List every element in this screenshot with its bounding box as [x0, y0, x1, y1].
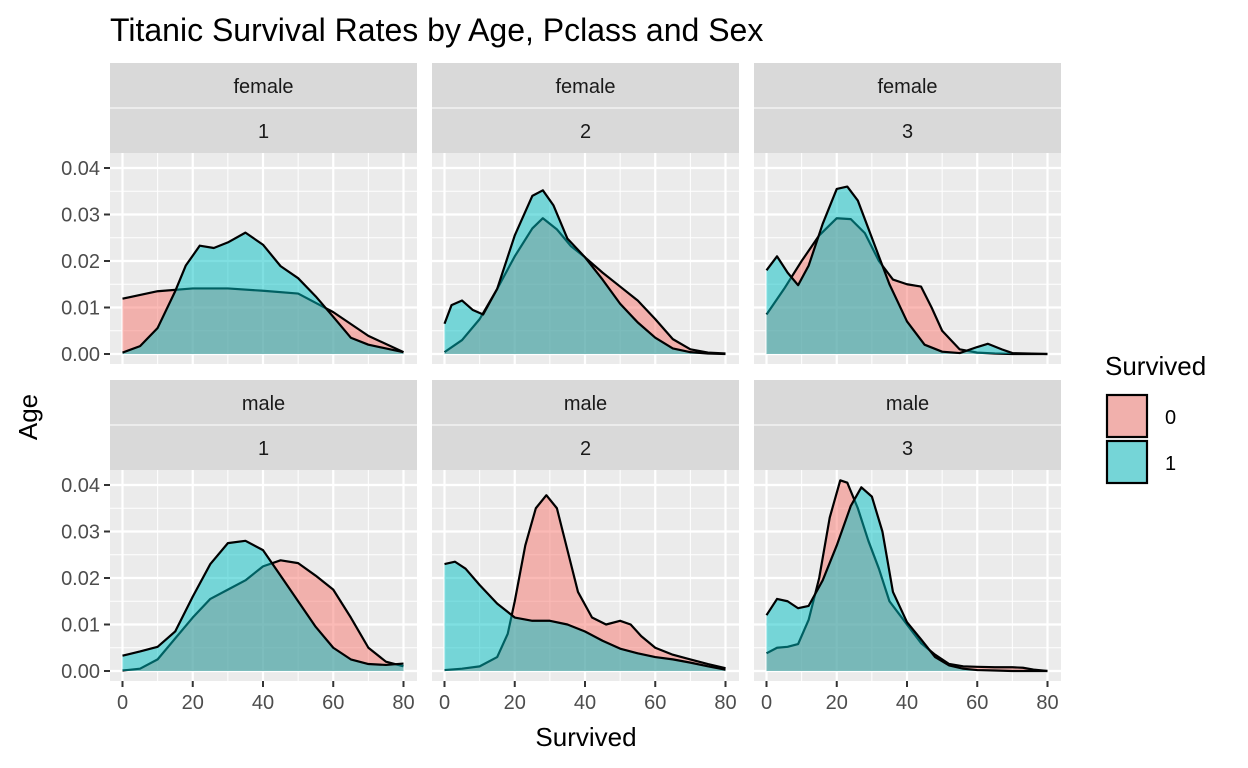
strip-sex [110, 380, 417, 425]
strip-sex [754, 63, 1061, 108]
legend-swatch-1 [1105, 439, 1149, 485]
strip-sex-label: male [564, 393, 607, 415]
x-tick-label: 20 [504, 692, 526, 714]
strip-pclass-label: 3 [902, 438, 913, 460]
density-area-survived-1 [444, 561, 726, 671]
strip-pclass [432, 108, 739, 153]
density-area-survived-1 [766, 186, 1048, 354]
x-tick-label: 0 [439, 692, 450, 714]
strip-pclass [754, 108, 1061, 153]
legend-swatch-0 [1105, 393, 1149, 439]
y-tick-label: 0.00 [61, 344, 100, 366]
x-tick-label: 80 [1036, 692, 1058, 714]
density-area-survived-1 [122, 540, 404, 671]
facet-panel: female 1 0.00 0.01 0.02 0.03 0.04 [61, 63, 417, 366]
x-tick-label: 80 [714, 692, 736, 714]
density-line-survived-1 [765, 486, 1048, 673]
y-axis-label: Age [13, 394, 43, 440]
facet-panel: male 3 0 20 40 60 80 [754, 380, 1061, 714]
facet-panel: male 1 0.00 0.01 0.02 0.03 0.04 0 20 40 60 80 [61, 380, 417, 714]
density-line-survived-1 [765, 185, 1048, 356]
density-area-survived-1 [444, 190, 726, 354]
strip-pclass-label: 1 [258, 121, 269, 143]
density-line-survived-1 [122, 539, 404, 667]
density-line-survived-1 [443, 189, 726, 356]
y-tick-label: 0.03 [61, 522, 100, 544]
legend-title: Survived [1105, 351, 1206, 381]
strip-pclass [432, 425, 739, 470]
strip-pclass [754, 425, 1061, 470]
y-tick-label: 0.02 [61, 568, 100, 590]
strip-sex [110, 63, 417, 108]
y-tick-label: 0.04 [61, 475, 100, 497]
strip-sex-label: male [242, 393, 285, 415]
strip-pclass-label: 2 [580, 438, 591, 460]
strip-pclass-label: 2 [580, 121, 591, 143]
y-tick-label: 0.01 [61, 615, 100, 637]
chart-title: Titanic Survival Rates by Age, Pclass an… [110, 12, 763, 48]
x-tick-label: 60 [644, 692, 666, 714]
x-tick-label: 80 [392, 692, 414, 714]
x-axis-label: Survived [535, 722, 636, 752]
y-tick-label: 0.00 [61, 661, 100, 683]
facet-panels: female10.000.010.020.030.04female2female… [61, 63, 1061, 714]
x-tick-label: 60 [322, 692, 344, 714]
legend: Survived 0 1 [1105, 351, 1206, 485]
x-tick-label: 0 [117, 692, 128, 714]
x-tick-label: 40 [252, 692, 274, 714]
strip-pclass-label: 1 [258, 438, 269, 460]
y-tick-label: 0.02 [61, 251, 100, 273]
strip-sex-label: female [877, 76, 937, 98]
facet-panel: female 3 [754, 63, 1061, 364]
density-area-survived-1 [766, 487, 1048, 671]
strip-sex-label: female [233, 76, 293, 98]
y-tick-label: 0.03 [61, 205, 100, 227]
strip-sex-label: male [886, 393, 929, 415]
strip-pclass [110, 425, 417, 470]
x-tick-label: 20 [182, 692, 204, 714]
strip-sex [754, 380, 1061, 425]
x-tick-label: 60 [966, 692, 988, 714]
strip-pclass-label: 3 [902, 121, 913, 143]
x-tick-label: 40 [574, 692, 596, 714]
legend-label-1: 1 [1165, 453, 1176, 475]
strip-pclass [110, 108, 417, 153]
y-tick-label: 0.01 [61, 298, 100, 320]
y-tick-label: 0.04 [61, 158, 100, 180]
facet-panel: female 2 [432, 63, 739, 364]
strip-sex-label: female [555, 76, 615, 98]
strip-sex [432, 63, 739, 108]
density-area-survived-1 [122, 232, 404, 354]
x-tick-label: 40 [896, 692, 918, 714]
x-tick-label: 0 [761, 692, 772, 714]
density-line-survived-1 [444, 560, 726, 671]
x-tick-label: 20 [826, 692, 848, 714]
strip-sex [432, 380, 739, 425]
density-line-survived-1 [122, 231, 404, 354]
legend-label-0: 0 [1165, 407, 1176, 429]
